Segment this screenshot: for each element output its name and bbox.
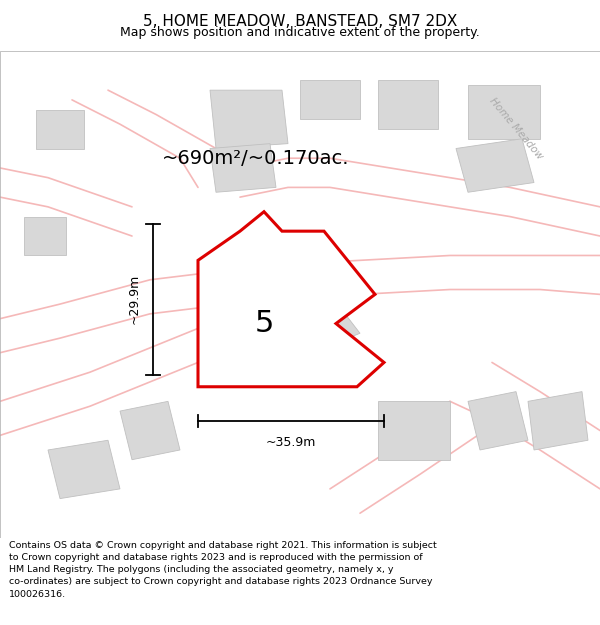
Polygon shape xyxy=(300,81,360,119)
Polygon shape xyxy=(378,81,438,129)
Text: Contains OS data © Crown copyright and database right 2021. This information is : Contains OS data © Crown copyright and d… xyxy=(9,541,437,599)
Polygon shape xyxy=(48,440,120,499)
Polygon shape xyxy=(276,333,354,387)
Polygon shape xyxy=(36,109,84,149)
Polygon shape xyxy=(198,212,384,387)
Polygon shape xyxy=(120,401,180,460)
Text: Home Meadow: Home Meadow xyxy=(487,96,545,162)
Polygon shape xyxy=(468,85,540,139)
Polygon shape xyxy=(24,217,66,256)
Text: ~35.9m: ~35.9m xyxy=(266,436,316,449)
Polygon shape xyxy=(378,401,450,460)
Text: ~29.9m: ~29.9m xyxy=(127,274,140,324)
Polygon shape xyxy=(210,90,288,149)
Polygon shape xyxy=(456,139,534,192)
Text: 5: 5 xyxy=(254,309,274,338)
Polygon shape xyxy=(468,392,528,450)
Polygon shape xyxy=(528,392,588,450)
Text: Map shows position and indicative extent of the property.: Map shows position and indicative extent… xyxy=(120,26,480,39)
Text: ~690m²/~0.170ac.: ~690m²/~0.170ac. xyxy=(162,149,349,168)
Text: 5, HOME MEADOW, BANSTEAD, SM7 2DX: 5, HOME MEADOW, BANSTEAD, SM7 2DX xyxy=(143,14,457,29)
Polygon shape xyxy=(210,144,276,192)
Polygon shape xyxy=(270,294,360,358)
